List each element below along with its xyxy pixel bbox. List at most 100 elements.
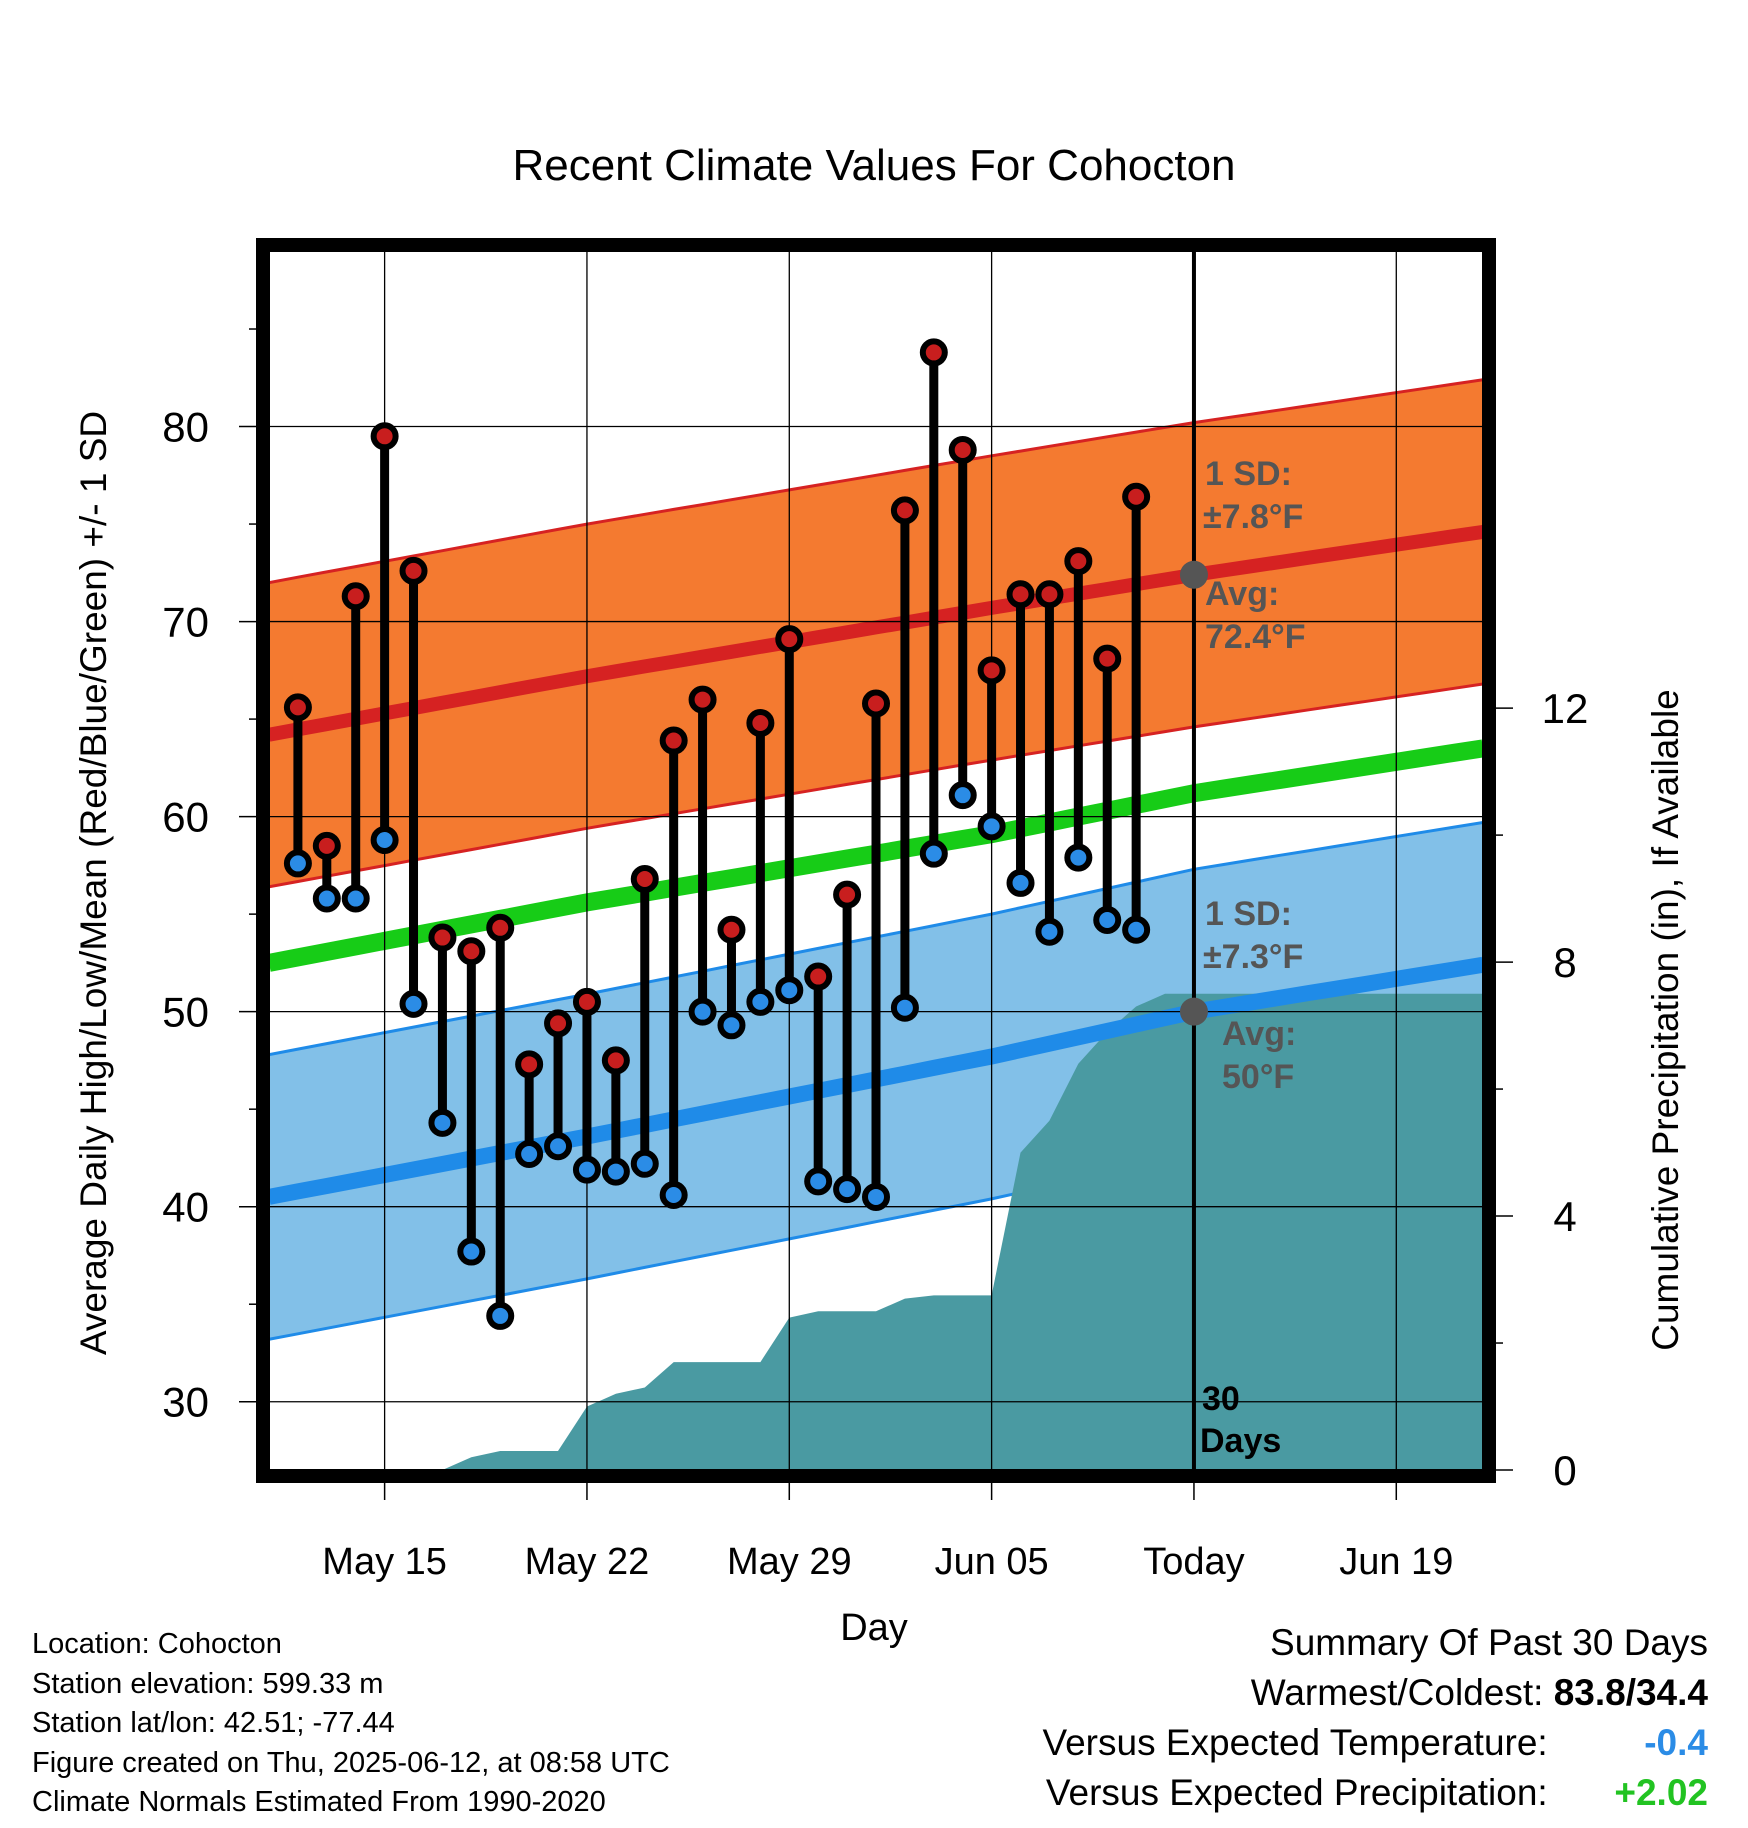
daily-low-point xyxy=(862,1182,890,1211)
daily-high-point xyxy=(833,880,862,909)
latlon-text: Station lat/lon: 42.51; -77.44 xyxy=(32,1707,395,1739)
precipitation-area xyxy=(384,993,1483,1470)
days-label: Days xyxy=(1200,1422,1281,1460)
daily-low-point xyxy=(659,1180,688,1209)
summary-panel: Summary Of Past 30 Days Warmest/Coldest:… xyxy=(1042,1618,1708,1818)
y2-axis-label: Cumulative Precipitation (in), If Availa… xyxy=(1645,689,1686,1351)
daily-high-point xyxy=(601,1046,630,1075)
daily-low-point xyxy=(1064,843,1093,872)
y-tick-label: 50 xyxy=(162,989,209,1036)
y2-tick-label: 4 xyxy=(1553,1193,1576,1240)
plot-frame xyxy=(256,238,1496,1483)
daily-low-point xyxy=(515,1140,544,1169)
precip-label: Versus Expected Precipitation: xyxy=(1045,1772,1548,1813)
daily-low-point xyxy=(717,1011,746,1040)
daily-high-point xyxy=(919,338,948,367)
x-tick-label: May 22 xyxy=(525,1541,650,1583)
daily-low-point xyxy=(1035,917,1064,946)
today-low-avg-marker xyxy=(1179,997,1208,1026)
x-axis-label: Day xyxy=(840,1607,908,1649)
daily-low-point xyxy=(341,884,370,913)
temp-row: Versus Expected Temperature: -0.4 xyxy=(1042,1718,1708,1768)
daily-high-point xyxy=(370,422,399,451)
daily-low-point xyxy=(804,1167,833,1196)
temp-value: -0.4 xyxy=(1644,1722,1708,1763)
y2-tick-label: 0 xyxy=(1553,1447,1576,1494)
y-tick-label: 30 xyxy=(162,1379,209,1426)
high-avg-label: Avg: xyxy=(1205,575,1279,613)
summary-title: Summary Of Past 30 Days xyxy=(1270,1622,1708,1663)
daily-low-point xyxy=(688,997,717,1026)
daily-high-point xyxy=(399,556,428,585)
daily-high-point xyxy=(890,496,919,525)
low-sd-value: ±7.3°F xyxy=(1203,938,1303,976)
y-tick-label: 70 xyxy=(162,599,209,646)
y-axis-label: Average Daily High/Low/Mean (Red/Blue/Gr… xyxy=(73,411,114,1355)
warm-cold-value: 83.8/34.4 xyxy=(1553,1672,1708,1713)
daily-low-point xyxy=(486,1301,515,1330)
daily-low-point xyxy=(572,1155,601,1184)
daily-high-point xyxy=(428,923,457,952)
x-tick-label: Jun 19 xyxy=(1339,1541,1453,1583)
daily-low-point xyxy=(457,1237,486,1266)
daily-high-point xyxy=(948,435,977,464)
daily-high-point xyxy=(1122,482,1151,511)
created-text: Figure created on Thu, 2025-06-12, at 08… xyxy=(32,1746,670,1779)
high-sd-value: ±7.8°F xyxy=(1203,498,1303,536)
daily-low-point xyxy=(428,1108,457,1137)
daily-high-point xyxy=(688,685,717,714)
normal-high-line xyxy=(269,524,1483,742)
low-avg-value: 50°F xyxy=(1222,1058,1294,1096)
daily-low-point xyxy=(283,849,312,878)
y-tick-label: 60 xyxy=(162,794,209,841)
daily-high-point xyxy=(544,1009,573,1038)
station-info: Location: Cohocton Station elevation: 59… xyxy=(32,1625,670,1823)
precip-row: Versus Expected Precipitation: +2.02 xyxy=(1042,1768,1708,1818)
y2-tick-label: 12 xyxy=(1542,685,1589,732)
precip-value: +2.02 xyxy=(1614,1772,1708,1813)
daily-low-point xyxy=(601,1157,630,1186)
elevation-text: Station elevation: 599.33 m xyxy=(32,1667,384,1700)
x-tick-label: May 15 xyxy=(322,1541,447,1583)
daily-high-point xyxy=(515,1050,544,1079)
daily-low-point xyxy=(919,839,948,868)
normals-text: Climate Normals Estimated From 1990-2020 xyxy=(32,1786,606,1818)
warm-cold-label: Warmest/Coldest: xyxy=(1250,1672,1544,1713)
low-sd-label: 1 SD: xyxy=(1205,895,1292,933)
daily-high-point xyxy=(804,962,833,991)
high-sd-upper-line xyxy=(269,378,1483,585)
daily-low-point xyxy=(1006,868,1035,897)
daily-low-point xyxy=(1093,905,1122,934)
daily-low-point xyxy=(370,826,399,855)
daily-high-point xyxy=(1093,644,1122,673)
daily-low-point xyxy=(399,989,428,1018)
daily-low-point xyxy=(544,1132,573,1161)
daily-high-point xyxy=(746,708,775,737)
daily-low-point xyxy=(890,993,919,1022)
daily-high-point xyxy=(630,865,659,894)
y-tick-label: 80 xyxy=(162,404,209,451)
daily-high-point xyxy=(1064,547,1093,576)
daily-low-point xyxy=(775,976,804,1005)
temp-label: Versus Expected Temperature: xyxy=(1042,1722,1548,1763)
chart-title: Recent Climate Values For Cohocton xyxy=(512,141,1235,190)
plot-clip-group xyxy=(269,251,1483,1470)
today-high-avg-marker xyxy=(1179,560,1208,589)
daily-high-point xyxy=(341,582,370,611)
daily-high-point xyxy=(457,937,486,966)
warm-cold-row: Warmest/Coldest: 83.8/34.4 xyxy=(1042,1668,1708,1718)
daily-high-point xyxy=(977,656,1006,685)
x-tick-label: Jun 05 xyxy=(935,1541,1049,1583)
days-count-label: 30 xyxy=(1202,1380,1240,1418)
location-text: Location: Cohocton xyxy=(32,1628,282,1660)
x-tick-label: May 29 xyxy=(727,1541,852,1583)
x-tick-label: Today xyxy=(1143,1541,1244,1583)
y-tick-label: 40 xyxy=(162,1184,209,1231)
daily-high-point xyxy=(775,625,804,654)
plot-area: 1 SD: ±7.8°F Avg: 72.4°F 1 SD: ±7.3°F Avg: 50°F… xyxy=(162,238,1589,1583)
daily-high-point xyxy=(1035,580,1064,609)
daily-low-point xyxy=(833,1175,862,1204)
daily-low-point xyxy=(977,812,1006,841)
daily-high-point xyxy=(1006,580,1035,609)
